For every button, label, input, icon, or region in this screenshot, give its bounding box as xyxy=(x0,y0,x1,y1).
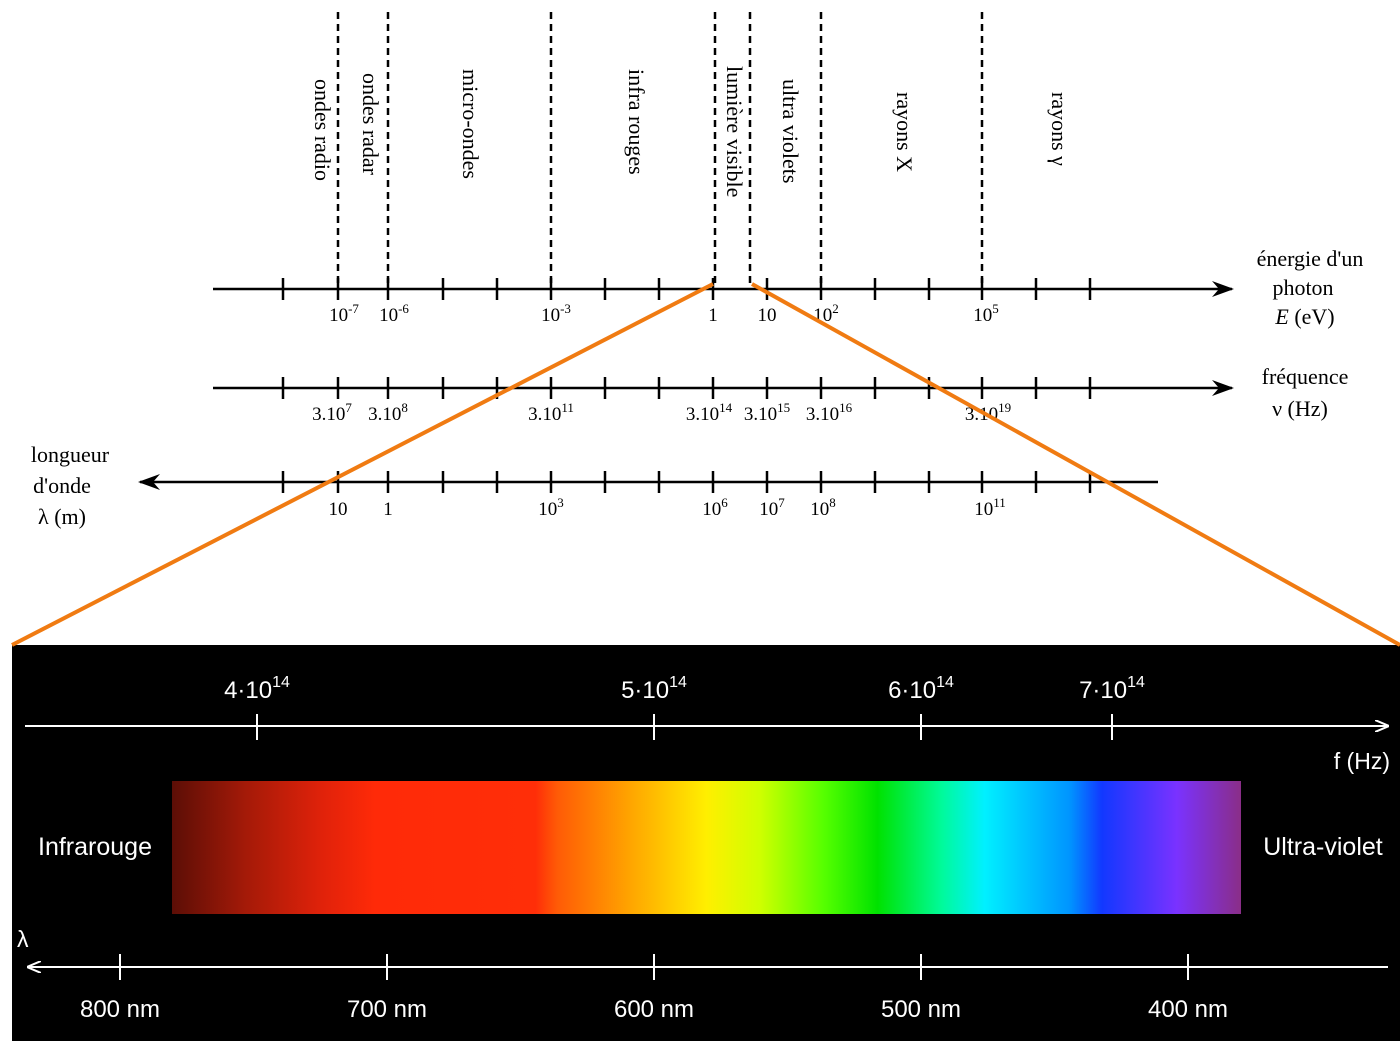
region-label-visible: lumière visible xyxy=(722,66,747,197)
frequency-axis-title: fréquence xyxy=(1262,364,1349,389)
wavelength-axis-unit: λ (m) xyxy=(38,504,86,529)
zoom-line-right xyxy=(751,282,1400,647)
wavelength-axis-ticks xyxy=(281,471,1092,493)
energy-axis-ticks xyxy=(281,278,1092,300)
frequency-tick-label-3: 3.1014 xyxy=(686,400,733,425)
wavelength-tick-label-3: 106 xyxy=(702,495,728,520)
panel-wavelength-label-3: 500 nm xyxy=(881,996,961,1023)
infrared-label: Infrarouge xyxy=(38,833,152,861)
panel-wavelength-symbol: λ xyxy=(17,926,29,952)
zoom-line-left xyxy=(11,282,714,647)
region-label-infra: infra rouges xyxy=(624,69,649,175)
frequency-tick-label-6: 3.1019 xyxy=(965,400,1011,425)
energy-tick-label-1: 10-6 xyxy=(379,301,409,326)
wavelength-tick-label-0: 10 xyxy=(329,499,348,520)
energy-tick-label-3: 1 xyxy=(708,305,718,326)
wavelength-axis-labels: 10 1 103 106 107 108 1011 xyxy=(329,495,1006,520)
frequency-axis-labels: 3.107 3.108 3.1011 3.1014 3.1015 3.1016 3.1019 xyxy=(312,400,1011,425)
frequency-tick-label-0: 3.107 xyxy=(312,400,352,425)
energy-axis-title: énergie d'un xyxy=(1257,246,1364,271)
wavelength-axis-title-line2: d'onde xyxy=(33,473,91,498)
wavelength-tick-label-4: 107 xyxy=(759,495,785,520)
energy-tick-label-6: 105 xyxy=(973,301,999,326)
region-label-radar: ondes radar xyxy=(358,73,383,176)
frequency-tick-label-1: 3.108 xyxy=(368,400,408,425)
frequency-tick-label-4: 3.1015 xyxy=(744,400,790,425)
region-label-gamma: rayons γ xyxy=(1047,92,1072,166)
energy-tick-label-0: 10-7 xyxy=(329,301,359,326)
region-label-uv: ultra violets xyxy=(778,79,803,183)
frequency-axis-unit: ν (Hz) xyxy=(1272,396,1328,421)
panel-wavelength-label-1: 700 nm xyxy=(347,996,427,1023)
panel-wavelength-ticks: 800 nm 700 nm 600 nm 500 nm 400 nm xyxy=(80,954,1228,1023)
panel-frequency-label-2: 6·1014 xyxy=(888,674,954,704)
ultraviolet-label: Ultra-violet xyxy=(1263,833,1383,861)
wavelength-tick-label-5: 108 xyxy=(810,495,836,520)
energy-axis-unit: E (eV) xyxy=(1274,304,1334,329)
panel-frequency-label-3: 7·1014 xyxy=(1079,674,1145,704)
wavelength-tick-label-1: 1 xyxy=(383,499,393,520)
frequency-tick-label-5: 3.1016 xyxy=(806,400,853,425)
wavelength-tick-label-2: 103 xyxy=(538,495,564,520)
panel-wavelength-label-2: 600 nm xyxy=(614,996,694,1023)
energy-tick-label-4: 10 xyxy=(758,305,777,326)
region-labels: ondes radio ondes radar micro-ondes infra r… xyxy=(310,66,1072,197)
frequency-tick-label-2: 3.1011 xyxy=(528,400,574,425)
panel-frequency-label-0: 4·1014 xyxy=(224,674,290,704)
region-separators xyxy=(336,12,984,289)
panel-frequency-ticks: 4·1014 5·1014 6·1014 7·1014 xyxy=(224,674,1145,740)
panel-wavelength-label-0: 800 nm xyxy=(80,996,160,1023)
panel-wavelength-label-4: 400 nm xyxy=(1148,996,1228,1023)
region-label-micro: micro-ondes xyxy=(458,69,483,179)
energy-axis-labels: 10-7 10-6 10-3 1 10 102 105 xyxy=(329,301,999,326)
region-label-x: rayons X xyxy=(892,92,917,172)
panel-frequency-unit: f (Hz) xyxy=(1334,748,1390,774)
region-label-radio: ondes radio xyxy=(310,79,335,181)
energy-tick-label-2: 10-3 xyxy=(541,301,571,326)
wavelength-axis-title: longueur xyxy=(31,442,110,467)
energy-axis-title-line2: photon xyxy=(1272,275,1333,300)
visible-spectrum-band xyxy=(172,781,1241,914)
panel-frequency-label-1: 5·1014 xyxy=(621,674,687,704)
wavelength-tick-label-6: 1011 xyxy=(974,495,1006,520)
